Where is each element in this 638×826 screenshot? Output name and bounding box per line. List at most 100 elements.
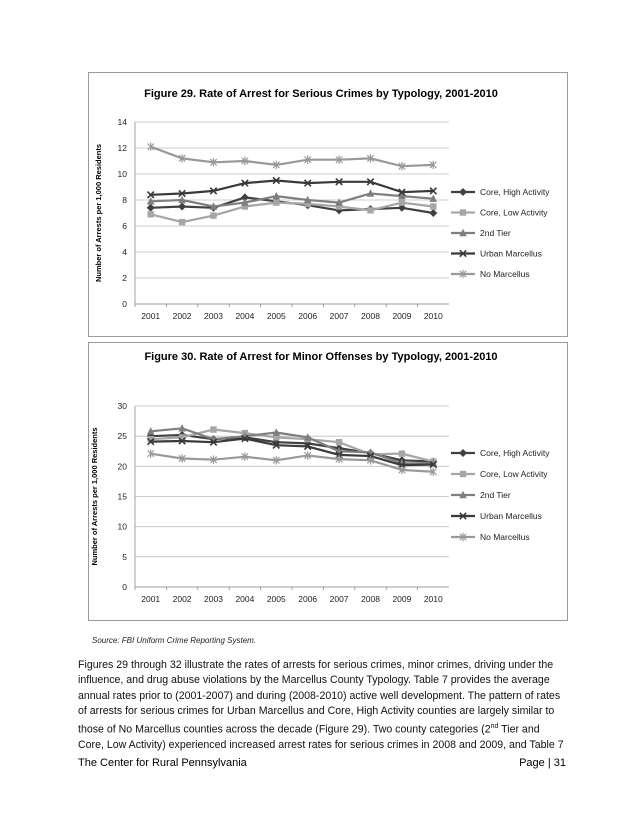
data-point: [272, 160, 280, 170]
data-point: [210, 212, 217, 219]
data-point: [398, 188, 406, 196]
x-tick-label: 2010: [424, 311, 443, 321]
legend-marker: [459, 470, 467, 478]
x-tick-label: 2002: [173, 594, 192, 604]
data-point: [240, 193, 249, 202]
data-point: [273, 199, 280, 206]
data-point: [178, 437, 186, 445]
data-point: [429, 160, 437, 170]
y-tick-label: 10: [118, 169, 128, 179]
data-point: [147, 142, 155, 151]
data-point: [147, 449, 155, 458]
y-tick-label: 8: [122, 195, 127, 205]
data-point: [366, 456, 375, 465]
series-2nd-tier: [146, 189, 438, 210]
x-tick-label: 2005: [267, 311, 286, 321]
data-point: [366, 189, 375, 197]
data-point: [147, 211, 154, 218]
x-tick-label: 2006: [298, 594, 317, 604]
x-tick-label: 2009: [392, 311, 411, 321]
legend-label: Core, High Activity: [480, 187, 550, 197]
data-point: [241, 198, 249, 206]
legend-entry: Core, High Activity: [451, 187, 550, 197]
data-point: [146, 437, 155, 446]
series-line: [150, 452, 434, 473]
data-point: [178, 454, 186, 463]
series-line: [150, 433, 434, 463]
x-tick-label: 2007: [330, 594, 349, 604]
data-point: [241, 156, 249, 166]
data-point: [241, 434, 249, 443]
legend-entry: No Marcellus: [451, 269, 530, 279]
data-point: [209, 158, 218, 167]
data-point: [304, 200, 311, 208]
x-tick-label: 2008: [361, 311, 380, 321]
x-tick-label: 2004: [235, 594, 254, 604]
legend-marker: [459, 188, 467, 196]
gridlines: [135, 121, 449, 305]
x-tick-label: 2007: [330, 311, 349, 321]
data-point: [398, 191, 406, 200]
data-point: [273, 434, 280, 441]
data-point: [178, 434, 186, 441]
legend-marker: [459, 512, 467, 520]
x-tick-label: 2001: [141, 594, 160, 604]
series-line: [150, 201, 434, 224]
legend-marker: [459, 532, 467, 542]
legend-marker: [459, 269, 467, 279]
series-line: [150, 437, 434, 467]
data-point: [178, 154, 186, 163]
data-point: [367, 207, 374, 214]
data-point: [398, 199, 406, 206]
legend-marker: [459, 228, 467, 237]
x-tick-label: 2006: [298, 311, 317, 321]
data-point: [366, 178, 375, 186]
data-point: [178, 202, 187, 211]
data-point: [335, 203, 343, 210]
data-point: [147, 435, 154, 443]
y-axis-label: Number of Arrests per 1,000 Residents: [90, 427, 99, 565]
data-point: [335, 198, 343, 206]
y-tick-label: 2: [122, 273, 127, 283]
series-no-marcellus: [147, 142, 437, 171]
series-line: [150, 192, 434, 208]
data-point: [303, 179, 312, 187]
legend-entry: Core, High Activity: [451, 448, 550, 458]
legend-marker: [459, 449, 467, 457]
legend-label: Core, Low Activity: [480, 469, 548, 479]
y-tick-label: 15: [118, 492, 128, 502]
figure-29-svg: Figure 29. Rate of Arrest for Serious Cr…: [94, 88, 550, 321]
legend-label: 2nd Tier: [480, 490, 511, 500]
body-superscript: nd: [490, 723, 499, 731]
data-point: [303, 433, 312, 441]
y-tick-label: 30: [118, 401, 128, 411]
data-point: [178, 218, 186, 226]
series-line: [150, 179, 434, 196]
source-note: Source: FBI Uniform Crime Reporting Syst…: [92, 636, 257, 645]
legend-label: Urban Marcellus: [480, 249, 542, 259]
data-point: [335, 178, 343, 186]
series-core-low-activity: [147, 199, 437, 226]
data-point: [335, 454, 343, 464]
data-point: [429, 209, 438, 217]
y-tick-label: 12: [118, 143, 128, 153]
body-paragraph: Figures 29 through 32 illustrate the rat…: [78, 658, 568, 753]
data-point: [272, 441, 281, 449]
data-point: [430, 203, 437, 210]
legend-label: Core, High Activity: [480, 448, 550, 458]
series-line: [150, 427, 434, 465]
x-tick-label: 2005: [267, 594, 286, 604]
data-point: [398, 450, 406, 457]
x-tick-label: 2003: [204, 311, 223, 321]
series-urban-marcellus: [146, 434, 438, 469]
data-point: [178, 195, 186, 204]
data-point: [241, 179, 249, 187]
chart-title: Figure 30. Rate of Arrest for Minor Offe…: [144, 351, 497, 363]
x-tick-label: 2008: [361, 594, 380, 604]
legend-entry: Core, Low Activity: [451, 208, 548, 218]
x-tick-label: 2001: [141, 311, 160, 321]
series-urban-marcellus: [146, 176, 438, 199]
data-point: [209, 438, 218, 446]
legend-entry: Urban Marcellus: [451, 249, 542, 259]
data-point: [146, 197, 155, 205]
